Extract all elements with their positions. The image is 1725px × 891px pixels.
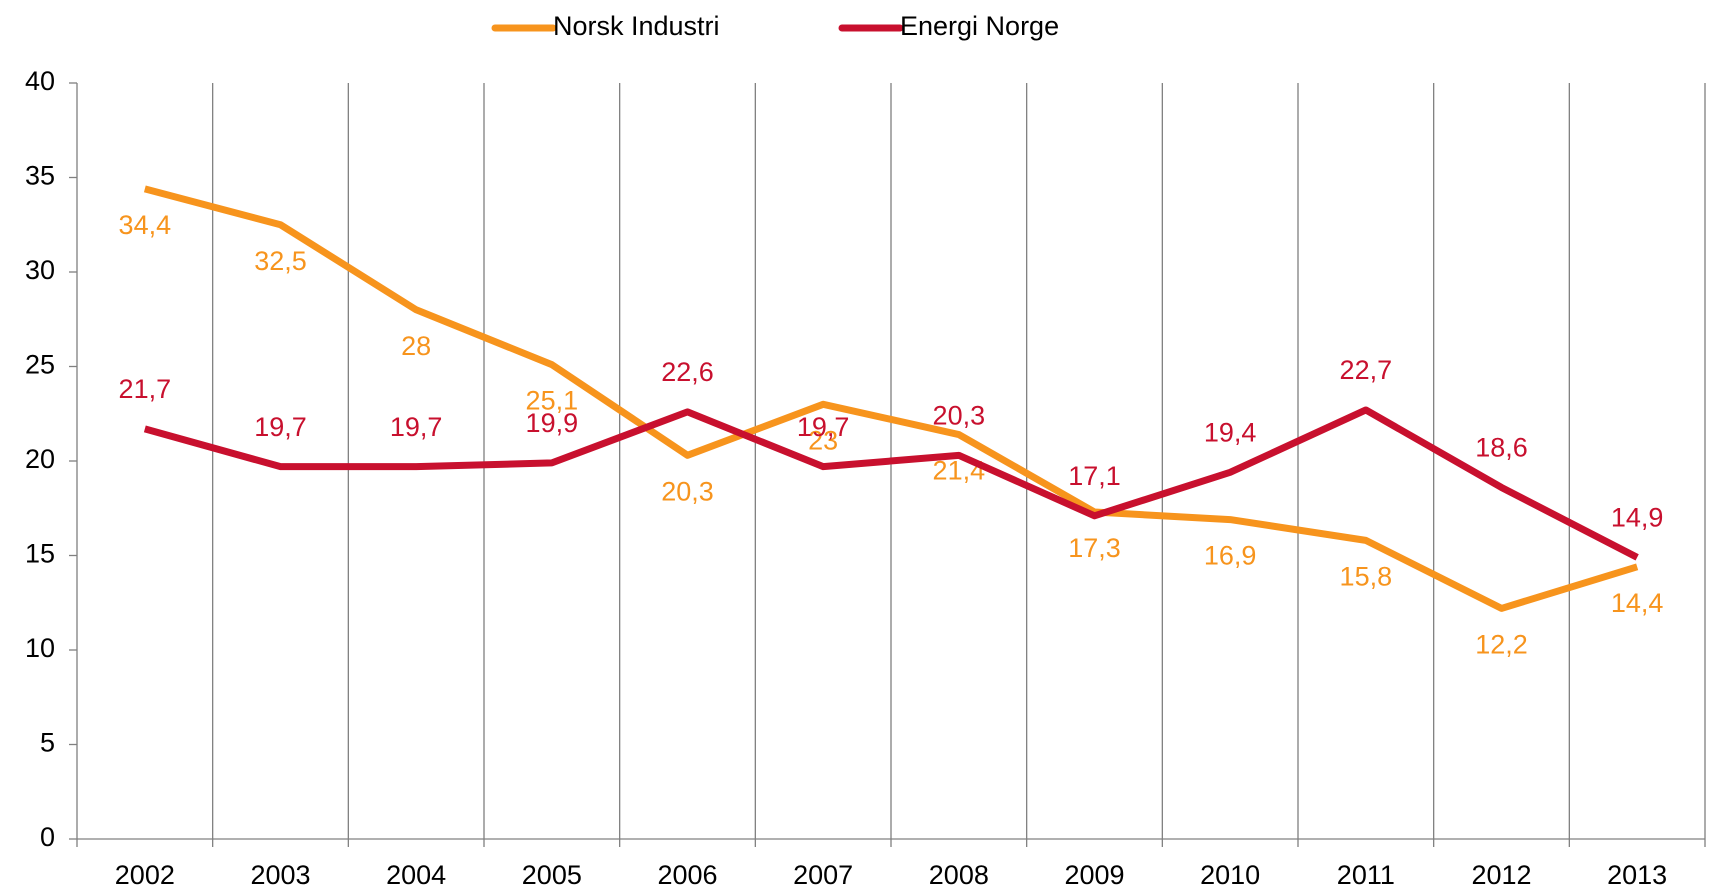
legend-label: Norsk Industri	[553, 11, 720, 41]
data-label: 32,5	[254, 246, 307, 276]
y-tick-label: 30	[25, 255, 55, 285]
x-tick-label: 2011	[1337, 860, 1395, 890]
x-tick-label: 2012	[1471, 860, 1531, 890]
data-label: 19,4	[1204, 417, 1257, 447]
y-tick-label: 25	[25, 350, 55, 380]
y-tick-label: 5	[40, 728, 55, 758]
y-tick-label: 40	[25, 66, 55, 96]
data-label: 22,7	[1340, 355, 1393, 385]
x-tick-label: 2007	[793, 860, 853, 890]
x-tick-label: 2013	[1607, 860, 1667, 890]
y-tick-label: 35	[25, 161, 55, 191]
data-label: 21,7	[119, 374, 172, 404]
data-label: 20,3	[661, 476, 714, 506]
data-label: 19,9	[526, 408, 579, 438]
x-tick-label: 2005	[522, 860, 582, 890]
data-label: 15,8	[1340, 562, 1393, 592]
data-label: 12,2	[1475, 630, 1528, 660]
data-label: 19,7	[797, 412, 850, 442]
data-label: 22,6	[661, 357, 714, 387]
data-label: 19,7	[254, 412, 307, 442]
data-label: 19,7	[390, 412, 443, 442]
y-tick-label: 20	[25, 444, 55, 474]
x-tick-label: 2006	[657, 860, 717, 890]
data-label: 16,9	[1204, 541, 1257, 571]
data-label: 18,6	[1475, 433, 1528, 463]
data-label: 17,3	[1068, 533, 1121, 563]
y-tick-label: 0	[40, 822, 55, 852]
x-tick-label: 2004	[386, 860, 446, 890]
data-label: 28	[401, 331, 431, 361]
y-tick-label: 10	[25, 633, 55, 663]
data-label: 34,4	[119, 210, 172, 240]
legend-label: Energi Norge	[900, 11, 1059, 41]
x-tick-label: 2010	[1200, 860, 1260, 890]
data-label: 25,1	[526, 386, 579, 416]
data-label: 17,1	[1068, 461, 1121, 491]
series-line	[143, 185, 1639, 612]
y-tick-label: 15	[25, 539, 55, 569]
x-tick-label: 2009	[1064, 860, 1124, 890]
series-line	[143, 406, 1639, 561]
data-label: 20,3	[933, 400, 986, 430]
x-tick-label: 2002	[115, 860, 175, 890]
data-label: 14,4	[1611, 588, 1664, 618]
x-tick-label: 2003	[250, 860, 310, 890]
x-tick-label: 2008	[929, 860, 989, 890]
data-label: 14,9	[1611, 503, 1664, 533]
data-label: 23	[808, 425, 838, 455]
